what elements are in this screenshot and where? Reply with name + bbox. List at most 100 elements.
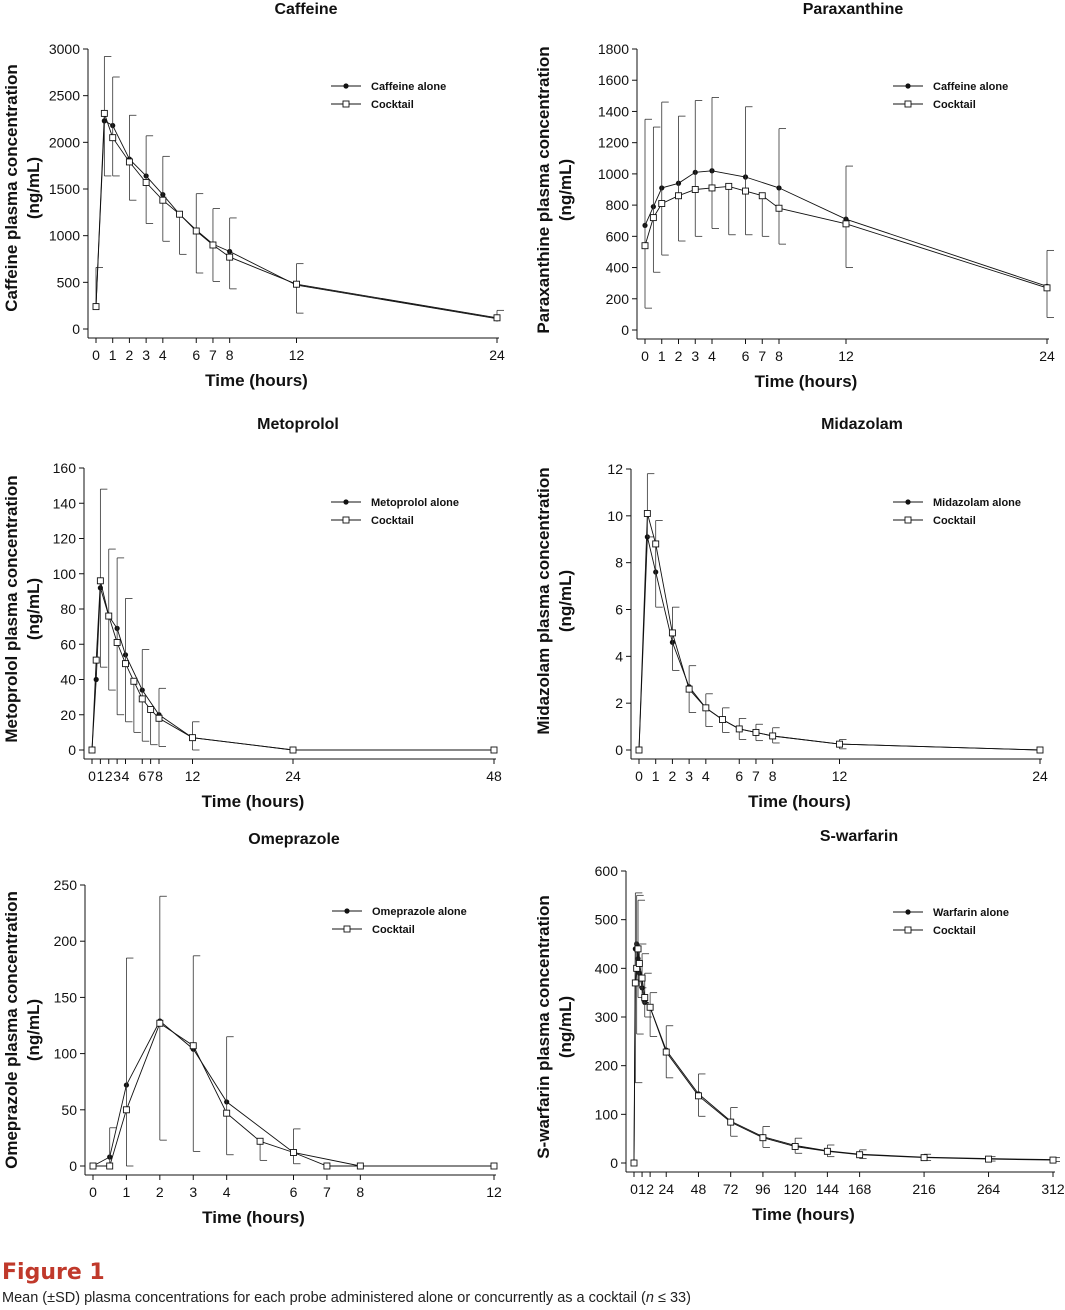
legend-marker	[904, 100, 912, 108]
y-tick-label: 0	[72, 321, 80, 337]
x-tick-label: 4	[223, 1184, 231, 1200]
data-point	[702, 704, 710, 712]
x-tick-label: 3	[685, 768, 693, 784]
legend-entry: Metoprolol alone	[331, 497, 459, 509]
data-point	[635, 746, 643, 754]
data-point	[649, 214, 657, 222]
data-point	[138, 695, 146, 703]
y-tick-label: 8	[615, 555, 623, 571]
y-tick-label: 1000	[49, 228, 80, 244]
legend-label: Midazolam alone	[933, 497, 1021, 509]
data-point	[192, 227, 200, 235]
legend-label: Cocktail	[372, 924, 415, 936]
figure-caption: Mean (±SD) plasma concentrations for eac…	[2, 1290, 691, 1306]
data-point	[93, 676, 99, 683]
data-point	[631, 979, 639, 987]
x-tick-label: 2	[646, 1181, 654, 1197]
legend-marker	[344, 908, 350, 914]
data-point	[695, 1092, 702, 1100]
y-axis-label-line1: Paraxanthine plasma concentration	[534, 46, 553, 333]
data-point	[775, 204, 783, 212]
x-tick-label: 1	[638, 1181, 646, 1197]
x-tick-label: 96	[755, 1181, 771, 1197]
y-tick-label: 120	[53, 531, 77, 547]
x-tick-label: 6	[192, 347, 200, 363]
y-tick-label: 1000	[598, 166, 629, 182]
x-tick-label: 0	[641, 348, 649, 364]
x-tick-label: 7	[752, 768, 760, 784]
y-tick-label: 200	[606, 291, 630, 307]
data-point	[752, 728, 760, 736]
y-tick-label: 1500	[49, 181, 80, 197]
data-point	[823, 1147, 831, 1155]
data-point	[130, 677, 138, 685]
x-tick-label: 144	[816, 1181, 840, 1197]
legend-marker	[343, 83, 349, 89]
data-point	[290, 1149, 297, 1156]
series-line	[633, 943, 1054, 1164]
x-tick-label: 8	[769, 768, 777, 784]
y-tick-label: 0	[69, 1158, 77, 1174]
data-point	[92, 656, 100, 664]
x-tick-label: 1	[109, 347, 117, 363]
x-tick-label: 3	[142, 347, 150, 363]
y-axis-label-line2: (ng/mL)	[24, 999, 43, 1061]
data-point	[985, 1155, 992, 1163]
y-tick-label: 80	[60, 601, 76, 617]
data-point	[1049, 1156, 1057, 1164]
series-cocktail	[635, 473, 1044, 754]
data-point	[189, 1042, 197, 1050]
y-tick-label: 100	[595, 1106, 619, 1122]
x-tick-label: 0	[635, 768, 643, 784]
data-point	[742, 187, 749, 195]
x-tick-label: 2	[669, 768, 677, 784]
y-tick-label: 250	[54, 877, 78, 893]
y-axis-label-line2: (ng/mL)	[24, 578, 43, 640]
x-tick-label: 24	[1032, 768, 1048, 784]
legend-label: Omeprazole alone	[372, 906, 467, 918]
y-axis-label: Caffeine plasma concentration (ng/mL)	[2, 64, 43, 312]
data-point	[256, 1137, 264, 1145]
legend-entry: Warfarin alone	[893, 907, 1009, 919]
x-axis-label: Time (hours)	[202, 792, 305, 811]
data-point	[856, 1151, 864, 1159]
y-tick-label: 50	[61, 1102, 77, 1118]
data-point	[289, 746, 297, 754]
legend-label: Cocktail	[933, 925, 976, 937]
y-tick-label: 800	[606, 197, 630, 213]
legend-entry: Cocktail	[331, 99, 414, 111]
data-point	[634, 945, 642, 953]
series-cocktail	[88, 488, 498, 754]
legend-entry: Omeprazole alone	[332, 906, 467, 918]
legend-marker	[905, 909, 911, 915]
legend-marker	[342, 100, 350, 108]
y-tick-label: 100	[54, 1046, 78, 1062]
data-point	[791, 1143, 799, 1150]
y-tick-label: 3000	[49, 41, 80, 57]
legend-entry: Cocktail	[893, 99, 976, 111]
legend-label: Warfarin alone	[933, 907, 1009, 919]
y-tick-label: 100	[53, 566, 77, 582]
y-tick-label: 400	[595, 960, 619, 976]
data-point	[88, 746, 96, 754]
series-alone	[631, 941, 1056, 1166]
series-alone	[636, 534, 1043, 753]
x-tick-label: 12	[185, 768, 201, 784]
data-point	[641, 994, 649, 1001]
legend-entry: Cocktail	[893, 515, 976, 527]
y-tick-label: 6	[615, 602, 623, 618]
x-tick-label: 6	[735, 768, 743, 784]
chart-title: Midazolam	[821, 416, 903, 433]
y-tick-label: 0	[615, 742, 623, 758]
data-point	[842, 220, 850, 228]
data-point	[155, 714, 163, 722]
data-point	[125, 158, 133, 166]
x-tick-label: 0	[630, 1181, 638, 1197]
series-line	[638, 536, 1041, 751]
y-tick-label: 300	[595, 1009, 619, 1025]
data-point	[675, 192, 682, 200]
data-point	[759, 1134, 767, 1142]
y-tick-label: 140	[53, 495, 77, 511]
legend-label: Metoprolol alone	[371, 497, 459, 509]
